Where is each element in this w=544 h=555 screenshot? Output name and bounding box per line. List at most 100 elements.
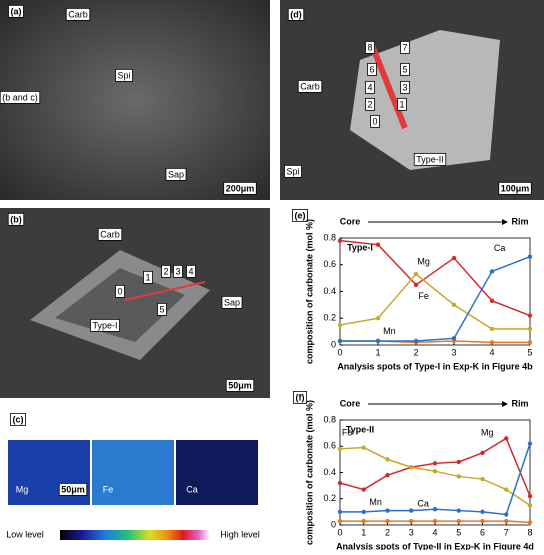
- label-box: [284, 164, 302, 178]
- point: [480, 476, 485, 482]
- x-tick-label: 1: [375, 347, 380, 357]
- x-axis-label: Analysis spots of Type-I in Exp-K in Fig…: [337, 361, 533, 371]
- traverse: [124, 281, 206, 301]
- y-tick-label: 0.2: [323, 493, 336, 503]
- annotation: Spi: [286, 166, 299, 176]
- x-tick-label: 8: [527, 527, 532, 537]
- point: [409, 508, 414, 513]
- series-label: Ca: [417, 498, 429, 508]
- label-box: [115, 284, 125, 298]
- series-label: Mn: [369, 497, 382, 507]
- label-box: [8, 4, 24, 18]
- x-tick-label: 2: [385, 527, 390, 537]
- point: [375, 316, 381, 321]
- label-box: [297, 79, 323, 93]
- annotation: 2: [163, 266, 168, 276]
- annotation: Low level: [6, 529, 44, 539]
- crystal-core: [55, 268, 185, 342]
- point: [337, 480, 343, 486]
- point: [361, 487, 366, 492]
- point: [409, 518, 414, 524]
- x-tick-label: 4: [489, 347, 494, 357]
- label-box: [287, 7, 305, 21]
- arrow-head: [502, 219, 508, 225]
- point: [456, 508, 461, 513]
- annotation: 5: [159, 304, 164, 314]
- annotation: Spi: [117, 70, 130, 80]
- point: [489, 326, 495, 332]
- annotation: 0: [117, 286, 122, 296]
- point: [337, 446, 343, 452]
- point: [337, 338, 343, 344]
- point: [527, 520, 533, 525]
- annotation: Ca: [186, 484, 198, 494]
- y-tick-label: 0.4: [323, 286, 336, 296]
- y-tick-label: 0: [331, 339, 336, 349]
- x-tick-label: 3: [451, 347, 456, 357]
- annotation: 50μm: [228, 380, 252, 390]
- rim-label: Rim: [511, 398, 528, 408]
- label-box: [165, 167, 187, 181]
- x-tick-label: 0: [337, 527, 342, 537]
- label-box: [173, 264, 183, 278]
- point: [527, 340, 533, 345]
- point: [413, 338, 419, 344]
- label-box: [115, 68, 133, 82]
- annotation: 7: [402, 42, 407, 52]
- panel-label: (e): [295, 210, 306, 220]
- point: [504, 512, 509, 517]
- label-box: [400, 40, 410, 54]
- micrograph-a: [0, 0, 270, 200]
- y-axis-label: composition of carbonate (mol %): [304, 400, 314, 545]
- point: [489, 269, 495, 274]
- map-fe: [92, 440, 174, 505]
- point: [456, 474, 461, 479]
- point: [489, 298, 495, 304]
- x-tick-label: 5: [456, 527, 461, 537]
- x-tick-label: 7: [504, 527, 509, 537]
- point: [451, 336, 457, 341]
- point: [504, 487, 509, 492]
- annotation: 3: [175, 266, 180, 276]
- annotation: Type-I: [92, 320, 117, 330]
- annotation: Sap: [168, 169, 184, 179]
- core-label: Core: [340, 216, 361, 226]
- x-tick-label: 1: [361, 527, 366, 537]
- annotation: 3: [402, 82, 407, 92]
- annotation: Type-II: [416, 154, 444, 164]
- series-line: [339, 273, 530, 330]
- annotation: 4: [367, 82, 372, 92]
- annotation: Fe: [103, 484, 114, 494]
- annotation: Mg: [16, 484, 29, 494]
- traverse: [369, 43, 408, 130]
- annotation: High level: [220, 529, 260, 539]
- series-label: Fe: [342, 428, 353, 438]
- panel-label: (f): [296, 392, 305, 402]
- point: [504, 518, 509, 524]
- point: [451, 255, 457, 261]
- point: [409, 465, 414, 470]
- point: [527, 441, 533, 446]
- label-box: [0, 90, 41, 104]
- label-box: [90, 318, 120, 332]
- label-box: [400, 62, 410, 76]
- label-box: [413, 152, 447, 166]
- point: [413, 282, 419, 288]
- x-tick-label: 3: [409, 527, 414, 537]
- label-box: [221, 295, 243, 309]
- panel-label: (a): [11, 6, 22, 16]
- y-tick-label: 0.2: [323, 313, 336, 323]
- point: [432, 461, 438, 466]
- point: [456, 518, 461, 524]
- label-box: [397, 97, 407, 111]
- label-box: [157, 302, 167, 316]
- point: [385, 508, 390, 513]
- label-box: [65, 7, 91, 21]
- label-box: [292, 208, 308, 222]
- color-bar: [60, 530, 210, 540]
- x-tick-label: 2: [413, 347, 418, 357]
- point: [456, 459, 461, 465]
- point: [480, 450, 485, 456]
- point: [337, 518, 343, 524]
- annotation: 2: [367, 99, 372, 109]
